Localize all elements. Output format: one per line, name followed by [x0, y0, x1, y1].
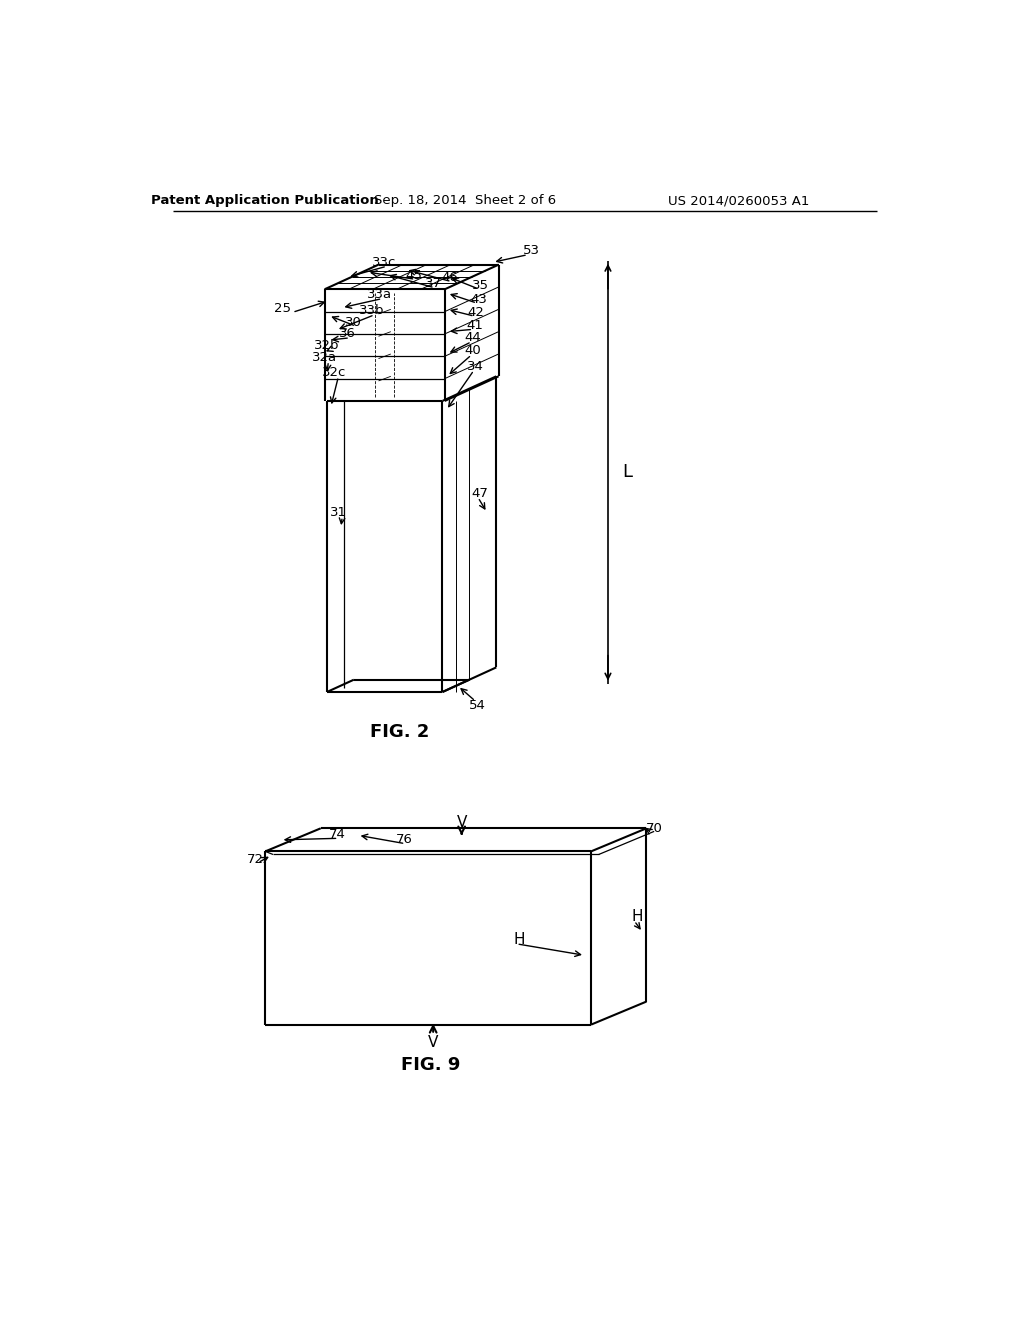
Text: 53: 53	[522, 244, 540, 257]
Text: 37: 37	[425, 277, 441, 290]
Text: 25: 25	[273, 302, 291, 315]
Text: 54: 54	[469, 698, 485, 711]
Text: V: V	[428, 1035, 438, 1049]
Text: 33a: 33a	[367, 288, 392, 301]
Text: Sep. 18, 2014  Sheet 2 of 6: Sep. 18, 2014 Sheet 2 of 6	[375, 194, 557, 207]
Text: FIG. 2: FIG. 2	[371, 723, 430, 741]
Text: 33b: 33b	[358, 305, 384, 317]
Text: V: V	[457, 816, 467, 830]
Text: 34: 34	[467, 360, 484, 372]
Text: 42: 42	[468, 306, 484, 319]
Text: 41: 41	[466, 319, 483, 333]
Text: 72: 72	[247, 853, 264, 866]
Text: 35: 35	[472, 279, 489, 292]
Text: 45: 45	[406, 269, 422, 282]
Text: 74: 74	[329, 828, 345, 841]
Text: 32c: 32c	[323, 366, 347, 379]
Text: 31: 31	[330, 506, 347, 519]
Text: 76: 76	[395, 833, 413, 846]
Text: 32a: 32a	[312, 351, 337, 363]
Text: 44: 44	[465, 331, 481, 345]
Text: 30: 30	[345, 315, 361, 329]
Text: 36: 36	[339, 327, 355, 341]
Text: H: H	[514, 932, 525, 948]
Text: L: L	[622, 463, 632, 482]
Text: H: H	[632, 909, 643, 924]
Text: 33c: 33c	[373, 256, 397, 269]
Text: Patent Application Publication: Patent Application Publication	[152, 194, 379, 207]
Text: US 2014/0260053 A1: US 2014/0260053 A1	[669, 194, 810, 207]
Text: 70: 70	[646, 822, 663, 834]
Text: FIG. 9: FIG. 9	[401, 1056, 461, 1074]
Text: 47: 47	[471, 487, 487, 500]
Text: 46: 46	[441, 271, 459, 284]
Text: 40: 40	[465, 345, 481, 358]
Text: 32b: 32b	[314, 339, 340, 352]
Text: 43: 43	[470, 293, 487, 306]
